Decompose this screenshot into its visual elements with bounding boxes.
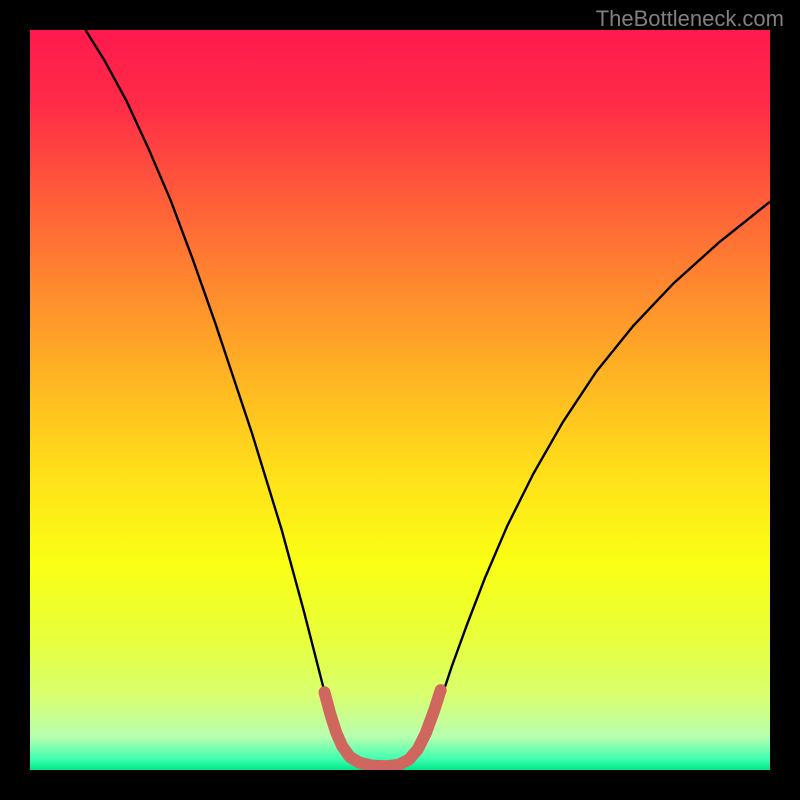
watermark-text: TheBottleneck.com: [596, 6, 784, 32]
gradient-background: [30, 30, 770, 770]
bottleneck-chart: [30, 30, 770, 770]
